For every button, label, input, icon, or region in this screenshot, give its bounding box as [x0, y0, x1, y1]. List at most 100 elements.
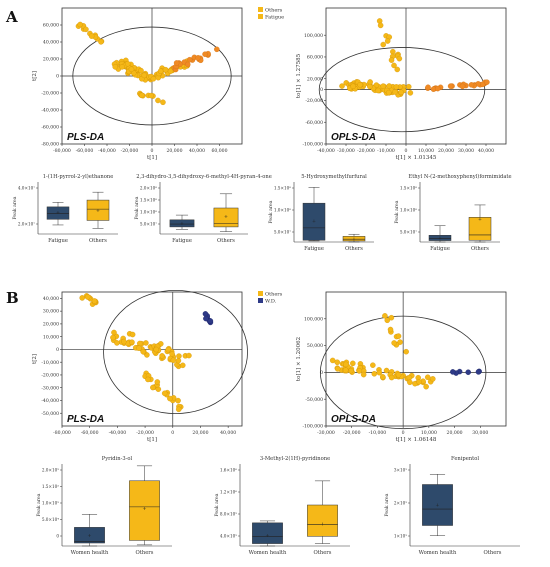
y-tick-label: 1.6×10⁶ — [220, 468, 237, 473]
data-point — [388, 314, 395, 321]
data-point — [434, 85, 441, 92]
box-title: 3-Methyl-2(1H)-pyridinone — [260, 455, 330, 462]
data-point — [138, 67, 144, 74]
data-point — [180, 362, 186, 369]
y-tick-label: -60,000 — [305, 120, 323, 126]
data-point — [343, 361, 349, 368]
plot-frame — [325, 7, 507, 145]
data-point — [388, 57, 395, 63]
box — [252, 522, 283, 544]
mean-marker: + — [435, 503, 439, 509]
y-axis-label: Peak area — [134, 196, 140, 219]
data-point — [110, 334, 116, 341]
data-point — [395, 372, 402, 378]
category-label: Fatigue — [430, 246, 450, 252]
data-point — [384, 317, 391, 323]
y-axis-label: Peak area — [36, 493, 42, 516]
box-plot: Pyridin-3-ol 2.0×10⁵ 1.5×10⁵ 1.0×10⁵ 5.0×10⁴… — [36, 456, 172, 556]
data-point — [430, 376, 436, 382]
data-point — [406, 374, 413, 381]
data-point — [153, 346, 160, 353]
x-tick-label: 20,000 — [166, 148, 182, 154]
y-tick-label: -20,000 — [41, 373, 59, 379]
box-title: 2,3-dihydro-3,5-dihydroxy-6-methyl-4H-py… — [136, 174, 272, 180]
category-label: Others — [136, 550, 154, 556]
box — [342, 236, 366, 242]
data-point — [383, 367, 390, 374]
box — [468, 217, 492, 241]
y-tick-label: 60,000 — [43, 23, 59, 29]
y-tick-label: -60,000 — [41, 125, 59, 131]
data-point — [450, 369, 456, 375]
mean-marker: + — [265, 533, 269, 539]
data-point — [148, 92, 155, 99]
y-tick-label: 0 — [320, 370, 323, 376]
data-point — [202, 311, 209, 317]
data-point — [380, 83, 386, 89]
box — [307, 504, 338, 537]
y-axis-label: Peak area — [384, 493, 390, 516]
y-tick-label: 3×10⁵ — [394, 468, 408, 473]
y-tick-label: 40,000 — [43, 296, 59, 302]
box-title: Pyridin-3-ol — [102, 456, 133, 462]
x-tick-label: 40,000 — [220, 430, 236, 436]
box-plot: 2,3-dihydro-3,5-dihydroxy-6-methyl-4H-py… — [134, 174, 272, 244]
data-point — [143, 340, 149, 346]
data-point — [407, 90, 414, 96]
panels-0-oplsda: -40,000 -30,000 -20,000 -10,000 0 10,000 20,00… — [296, 7, 507, 161]
box — [302, 202, 326, 241]
legend-label: Others — [265, 8, 283, 14]
data-point — [407, 379, 413, 386]
y-tick-label: 50,000 — [307, 343, 323, 349]
y-tick-label: 2×10⁵ — [394, 501, 408, 506]
data-point — [91, 298, 98, 304]
y-tick-label: 30,000 — [43, 309, 59, 315]
data-point — [384, 38, 391, 44]
data-point — [391, 62, 397, 69]
y-tick-label: -100,000 — [302, 142, 323, 148]
box — [86, 199, 110, 221]
x-axis-label: t[1] — [147, 155, 157, 161]
y-tick-label: 0 — [320, 87, 323, 93]
y-axis-label: t[2] — [32, 71, 38, 81]
data-point — [370, 362, 376, 368]
data-point — [138, 92, 145, 99]
y-tick-label: -50,000 — [305, 397, 323, 403]
x-tick-label: 40,000 — [189, 148, 205, 154]
mean-marker: + — [352, 236, 356, 242]
box-plot: 5-Hydroxymethylfurfural 1.5×10⁸ 1.0×10⁸ 5.0… — [268, 174, 374, 252]
y-tick-label: 100,000 — [304, 316, 323, 322]
data-point — [128, 66, 135, 73]
x-tick-label: -10,000 — [369, 430, 387, 436]
box — [428, 235, 452, 241]
data-point — [380, 41, 387, 48]
data-point — [112, 64, 118, 70]
data-point — [395, 333, 402, 339]
data-point — [386, 83, 392, 89]
box-plot: Fenipentol 3×10⁵ 2×10⁵ 1×10⁵ Peak area Women … — [384, 456, 520, 556]
y-tick-label: 1.2×10⁶ — [220, 490, 237, 495]
y-axis-label: Peak area — [268, 200, 274, 223]
data-point — [376, 369, 383, 376]
data-point — [447, 83, 454, 89]
data-point — [159, 353, 165, 359]
plot-title: OPLS-DA — [331, 132, 376, 143]
mean-marker: + — [438, 236, 442, 242]
data-point — [167, 395, 173, 402]
data-point — [202, 51, 208, 57]
category-label: Fatigue — [304, 246, 324, 252]
data-point — [334, 366, 341, 372]
y-tick-label: 1×10⁵ — [394, 534, 408, 539]
plot-title: OPLS-DA — [331, 414, 376, 425]
box — [169, 219, 195, 228]
x-tick-label: 0 — [405, 148, 408, 154]
y-axis-label: t[2] — [32, 354, 38, 364]
confidence-ellipse — [319, 315, 487, 430]
mean-marker: + — [224, 214, 228, 220]
x-tick-label: -40,000 — [317, 148, 335, 154]
mean-marker: + — [142, 506, 146, 512]
x-tick-label: -60,000 — [81, 430, 99, 436]
data-point — [416, 379, 422, 385]
x-tick-label: 20,000 — [447, 430, 463, 436]
